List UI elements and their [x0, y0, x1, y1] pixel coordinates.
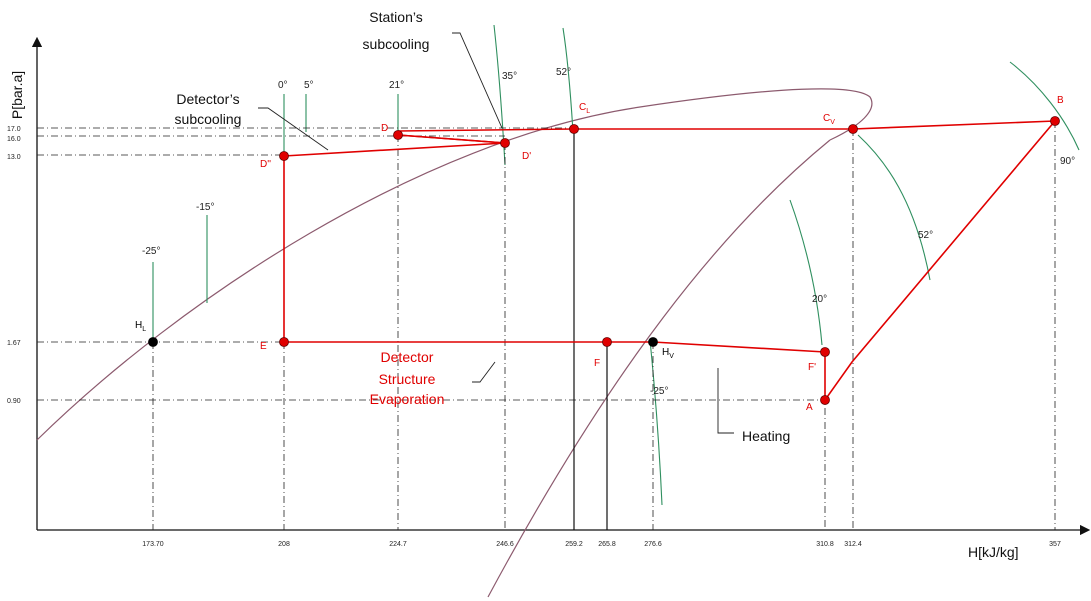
y-tick-label: 17.0 — [7, 126, 21, 133]
annotation-heating-leader — [718, 368, 734, 433]
x-tick-label: 357 — [1049, 541, 1061, 548]
isotherm-label-21: 21° — [389, 80, 404, 91]
isotherm-label-minus25b: -25° — [650, 386, 668, 397]
y-tick-label: 13.0 — [7, 154, 21, 161]
isotherm-label-52a: 52° — [556, 67, 571, 78]
isotherm-label-minus25a: -25° — [142, 246, 160, 257]
point-cv — [849, 125, 858, 134]
x-tick-label: 276.6 — [644, 541, 662, 548]
isotherm-label-35: 35° — [502, 71, 517, 82]
y-tick-labels: 17.0 16.0 13.0 1.67 0.90 — [7, 126, 21, 405]
isotherm-52-left — [563, 28, 573, 132]
isotherm-label-20: 20° — [812, 294, 827, 305]
label-d: D — [381, 123, 388, 134]
x-tick-label: 246.6 — [496, 541, 514, 548]
annotation-heating-text: Heating — [742, 428, 790, 444]
x-tick-label: 224.7 — [389, 541, 407, 548]
saturation-dome-liquid — [37, 89, 872, 440]
annotation-evaporation-leader — [472, 362, 495, 382]
label-a: A — [806, 402, 813, 413]
x-tick-label: 173.70 — [142, 541, 164, 548]
y-axis-title: P[bar.a] — [9, 71, 25, 119]
isotherm-labels: 0° 5° 21° 35° 52° -15° -25° 90° 52° 20° … — [142, 67, 1075, 397]
label-e: E — [260, 341, 267, 352]
label-dprime: D' — [522, 151, 531, 162]
point-fprime — [821, 348, 830, 357]
annotation-station-subcooling-text: Station’s subcooling — [363, 9, 430, 52]
guide-lines — [37, 121, 1055, 530]
point-cl — [570, 125, 579, 134]
x-tick-label: 208 — [278, 541, 290, 548]
y-tick-label: 1.67 — [7, 340, 21, 347]
x-tick-label: 265.8 — [598, 541, 616, 548]
point-d — [394, 131, 403, 140]
label-fprime: F' — [808, 362, 816, 373]
isotherm-label-52b: 52° — [918, 230, 933, 241]
isotherm-90 — [1010, 62, 1079, 150]
saturation-dome-vapor — [488, 140, 830, 597]
point-f — [603, 338, 612, 347]
isotherm-20 — [790, 200, 822, 345]
label-f: F — [594, 358, 600, 369]
label-cv: CV — [823, 113, 835, 126]
annotation-station-leader — [452, 33, 502, 128]
x-tick-label: 312.4 — [844, 541, 862, 548]
annotation-station-subcooling: Station’s subcooling — [363, 9, 502, 128]
isotherm-label-90: 90° — [1060, 156, 1075, 167]
point-e — [280, 338, 289, 347]
isotherms — [153, 25, 1079, 505]
point-hv — [649, 338, 658, 347]
isotherm-52-right — [858, 135, 930, 280]
y-tick-label: 0.90 — [7, 398, 21, 405]
annotation-detector-subcooling-text: Detector’s subcooling — [175, 91, 242, 127]
point-b — [1051, 117, 1060, 126]
label-cl: CL — [579, 102, 590, 115]
seg-d-cl — [398, 129, 574, 131]
point-ddprime — [280, 152, 289, 161]
seg-cv-b — [853, 121, 1055, 129]
annotation-heating: Heating — [718, 368, 790, 444]
isotherm-label-minus15: -15° — [196, 202, 214, 213]
cycle-points — [149, 117, 1060, 405]
isotherm-minus25-right — [650, 340, 662, 505]
label-hl: HL — [135, 320, 146, 333]
label-hv: HV — [662, 347, 674, 360]
annotation-evaporation-text: Detector Structure Evaporation — [370, 349, 445, 407]
seg-a-b — [825, 121, 1055, 400]
x-tick-label: 259.2 — [565, 541, 583, 548]
label-ddprime: D'' — [260, 159, 271, 170]
x-axis-title: H[kJ/kg] — [968, 544, 1019, 560]
seg-hv-fprime — [653, 342, 825, 352]
annotation-detector-leader — [258, 108, 328, 150]
annotation-detector-evaporation: Detector Structure Evaporation — [370, 349, 495, 407]
x-tick-labels: 173.70 208 224.7 246.6 259.2 265.8 276.6… — [142, 541, 1061, 548]
point-dprime — [501, 139, 510, 148]
x-tick-label: 310.8 — [816, 541, 834, 548]
y-tick-label: 16.0 — [7, 136, 21, 143]
point-hl — [149, 338, 158, 347]
label-b: B — [1057, 95, 1064, 106]
annotation-detector-subcooling: Detector’s subcooling — [175, 91, 328, 150]
isotherm-label-0: 0° — [278, 80, 288, 91]
point-a — [821, 396, 830, 405]
isotherm-label-5: 5° — [304, 80, 314, 91]
